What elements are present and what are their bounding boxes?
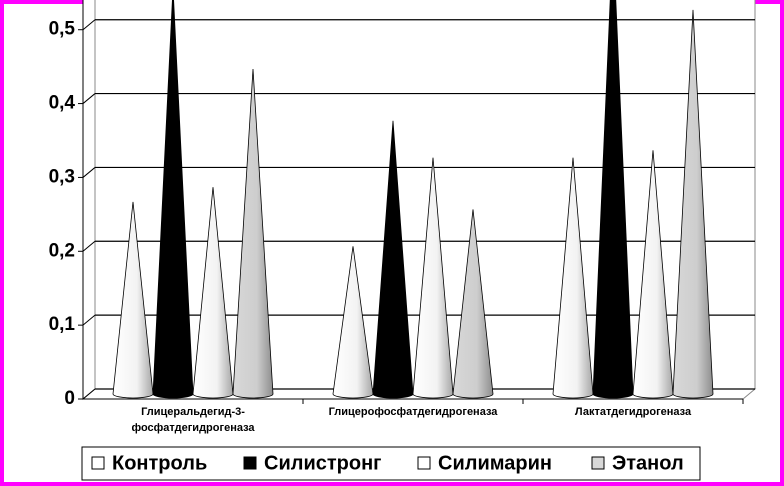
y-tick-label: 0,4: [49, 93, 76, 114]
side-grid-line: [82, 314, 96, 326]
cone-shade: [553, 157, 593, 398]
side-grid-line: [82, 93, 96, 104]
side-grid-line: [82, 19, 96, 31]
cone: [232, 69, 274, 399]
legend-label: Силистронг: [264, 452, 382, 474]
side-wall: [82, 0, 96, 401]
legend-swatch: [417, 456, 431, 470]
cone-shade: [673, 9, 713, 398]
legend-label: Контроль: [112, 452, 207, 474]
cone-shade: [413, 157, 453, 398]
cone: [452, 209, 494, 399]
cone-shade: [113, 201, 153, 398]
y-tick-label: 0,1: [49, 314, 76, 335]
y-tick-label: 0,3: [49, 166, 75, 187]
side-grid-line: [82, 240, 96, 252]
y-tick-label: 0: [64, 388, 75, 409]
cone-shade: [453, 209, 493, 398]
cone-shade: [193, 187, 233, 398]
legend-box: [81, 446, 701, 481]
side-grid-line: [82, 167, 96, 178]
cone-shade: [233, 69, 273, 399]
cone-shade: [153, 0, 193, 398]
cone-shade: [593, 0, 633, 398]
legend-label: Силимарин: [438, 452, 552, 474]
legend-label: Этанол: [612, 452, 684, 474]
y-tick-label: 0,2: [49, 240, 75, 261]
legend-swatch: [591, 456, 605, 470]
legend-swatch: [91, 456, 105, 470]
y-tick-label: 0,5: [49, 19, 76, 40]
cone-shade: [373, 120, 413, 398]
cone-shade: [633, 150, 673, 398]
cone-shade: [333, 246, 373, 398]
legend-swatch: [243, 456, 257, 470]
x-tick-label: Лактатдегидрогеназа: [575, 406, 692, 418]
cone: [672, 9, 714, 399]
side-grid-line: [82, 388, 96, 400]
x-tick-label: Глицеральдегид-3-фосфатдегидрогеназа: [131, 406, 255, 434]
x-tick-label: Глицерофосфатдегидрогеназа: [329, 406, 499, 418]
